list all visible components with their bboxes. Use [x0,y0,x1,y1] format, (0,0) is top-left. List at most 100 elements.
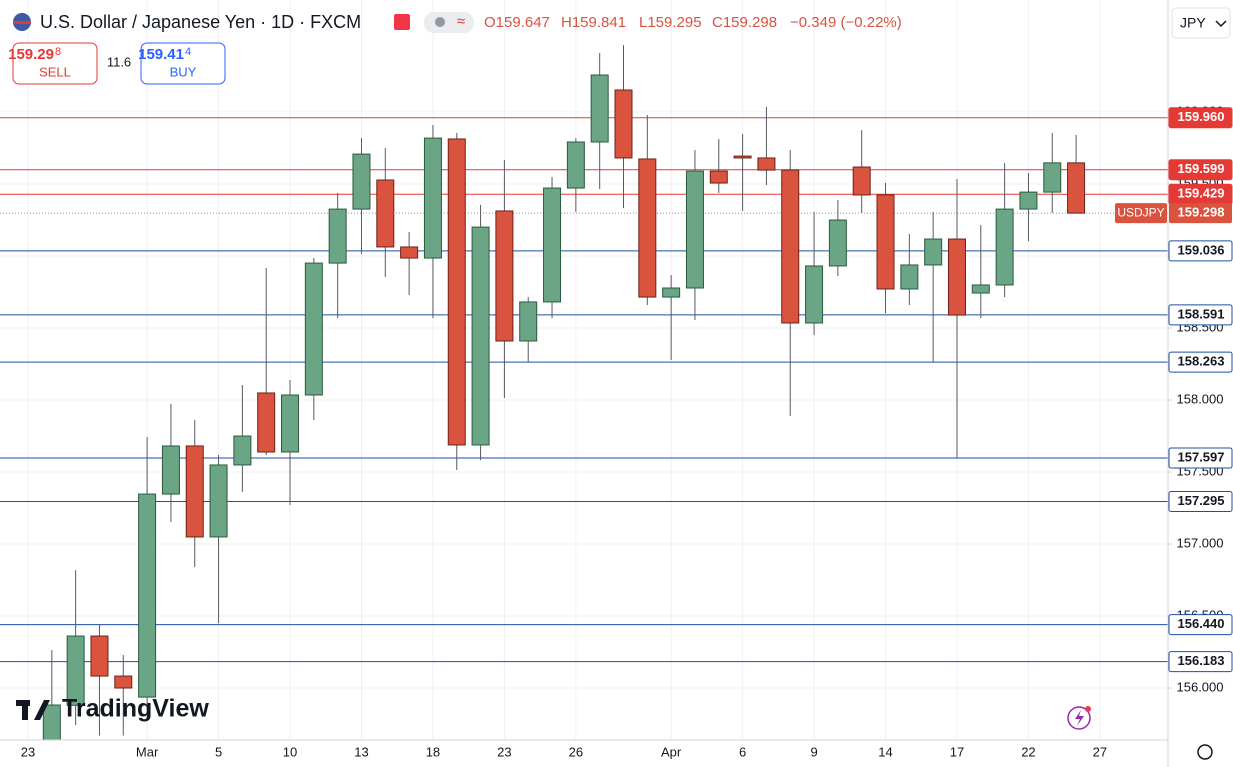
buy-button[interactable] [140,42,226,85]
candle-body [209,464,228,538]
candle-body [805,265,824,324]
symbol-label: USDJPY [1117,205,1164,219]
candle-body [876,194,895,290]
x-tick-label: Mar [136,744,159,759]
spread: 11.6 [107,54,131,69]
x-tick-label: 22 [1021,744,1035,759]
ohlc-high: H159.841 [561,14,626,31]
price-line-label: 156.440 [1178,616,1225,631]
y-tick-label: 158.000 [1177,391,1224,406]
pill-icon: ≈ [457,13,465,30]
currency-button[interactable] [1171,7,1231,39]
candle-body [376,179,395,248]
candle-body [709,170,728,184]
candle-body [400,246,419,259]
logo-mark [34,700,50,720]
sell-pip: 8 [55,46,61,58]
price-line-label: 159.429 [1178,186,1225,201]
price-line-label: 159.599 [1178,161,1225,176]
candle-body [971,284,990,294]
candle-body [828,219,847,267]
x-tick-label: 5 [215,744,222,759]
price-line-label: 159.960 [1178,109,1225,124]
price-line-label-box [1168,159,1233,181]
y-tick-label: 156.000 [1177,679,1224,694]
price-line-label-box [1168,447,1233,469]
symbol-title[interactable]: U.S. Dollar / Japanese Yen · 1D · FXCM [40,12,361,32]
currency-caret [1215,20,1227,28]
candle-body [233,435,252,466]
sell-label: SELL [39,64,71,79]
compare-pill[interactable] [424,12,474,33]
news-dot [1085,706,1091,712]
candle-body [590,74,609,143]
buy-price: 159.41 [138,46,184,63]
pill-dot [435,17,445,27]
price-line-label: 157.295 [1178,493,1225,508]
x-tick-label: 23 [497,744,511,759]
candle-body [352,153,371,210]
x-tick-label: 14 [878,744,892,759]
candle-body [90,635,109,677]
x-tick-label: 23 [21,744,35,759]
price-line-label: 158.591 [1178,306,1225,321]
news-bolt [1075,710,1084,726]
buy-pip: 4 [185,46,191,58]
x-tick-label: 26 [569,744,583,759]
x-tick-label: 13 [354,744,368,759]
price-line-label-box [1168,651,1233,673]
change: −0.349 (−0.22%) [790,14,902,31]
header: U.S. Dollar / Japanese Yen · 1D · FXCM ≈… [8,12,902,85]
x-tick-label: 6 [739,744,746,759]
currency: JPY [1180,15,1206,31]
settings-icon[interactable] [1197,744,1213,760]
candle-body [281,394,300,453]
candle-body [185,445,204,538]
candle-body [161,445,180,495]
price-line-label: 159.036 [1178,242,1225,257]
x-tick-label: 27 [1093,744,1107,759]
x-tick-label: 10 [283,744,297,759]
candle-body [543,187,562,303]
candle-body [471,226,490,446]
last-price-label: 159.298 [1178,205,1225,220]
price-line-label-box [1168,351,1233,373]
candle-body [1043,162,1062,193]
candle-body [1019,191,1038,210]
candle-body [781,169,800,324]
price-line-label-box [1168,107,1233,129]
candle-body [42,704,61,740]
candle-body [638,158,657,298]
ohlc-close: C159.298 [712,14,777,31]
y-tick-label: 157.000 [1177,535,1224,550]
alert-icon[interactable] [394,14,410,30]
candle-body [662,287,681,298]
candle-body [423,137,442,259]
price-labels: 159.960 159.599 159.429 159.036 158.591 158.2… [1115,107,1233,673]
candle-body [447,138,466,446]
price-line-label-box [1168,240,1233,262]
price-line-label-box [1168,614,1233,636]
logo-text: TradingView [62,695,209,723]
x-tick-label: Apr [661,744,682,759]
candle-body [685,170,704,289]
price-line-label: 158.263 [1178,354,1225,369]
candles [42,45,1086,740]
price-line-label-box [1168,304,1233,326]
candle-body [304,262,323,396]
x-tick-label: 18 [426,744,440,759]
ohlc-low: L159.295 [639,14,702,31]
price-line-label: 156.183 [1178,653,1225,668]
candle-body [995,208,1014,286]
candle-body [66,635,85,706]
candle-body [947,238,966,316]
candle-body [757,157,776,171]
sell-button[interactable] [12,42,98,85]
x-tick-label: 9 [810,744,817,759]
last-price-box [1169,203,1232,224]
sell-price: 159.29 [8,46,54,63]
buy-label: BUY [170,64,197,79]
candle-body [495,210,514,342]
price-lines [0,117,1168,663]
candle-body [900,264,919,290]
